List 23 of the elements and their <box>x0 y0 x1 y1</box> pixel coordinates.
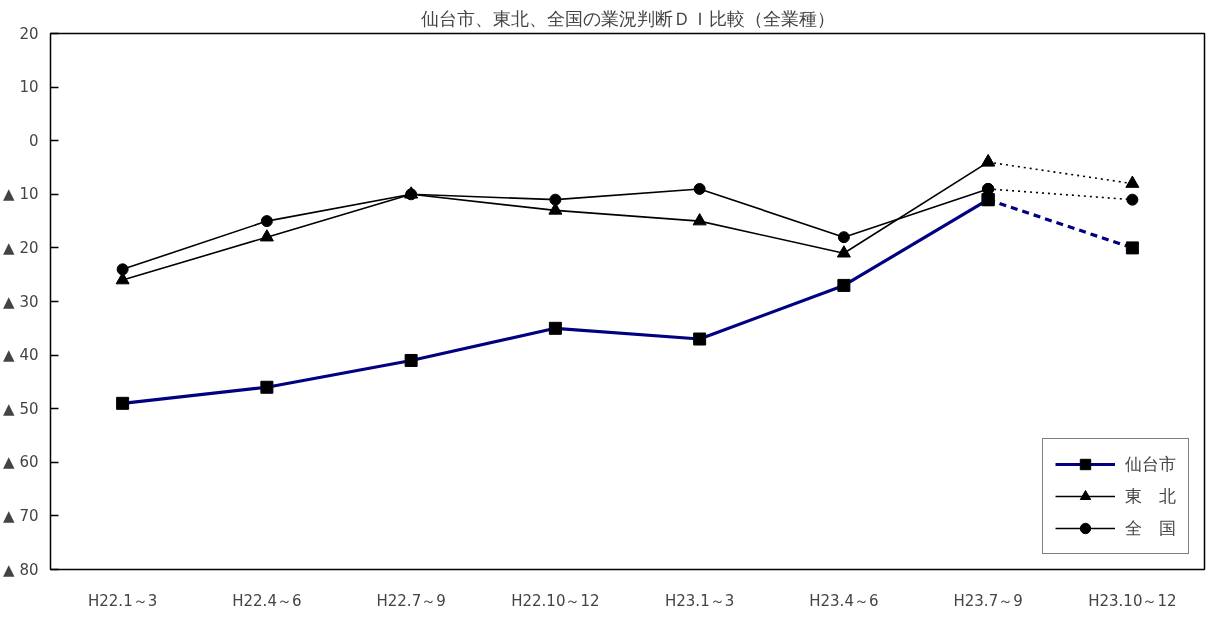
y-tick-label: 20 <box>19 24 39 43</box>
y-tick-label: ▲ 40 <box>3 346 39 365</box>
x-tick-label: H22.7～9 <box>376 591 446 610</box>
legend-label: 東 北 <box>1125 484 1176 508</box>
y-tick-label: ▲ 20 <box>3 238 39 257</box>
legend-label: 仙台市 <box>1125 452 1176 476</box>
x-tick-label: H22.10～12 <box>511 591 600 610</box>
x-tick-label: H22.4～6 <box>232 591 302 610</box>
x-tick-label: H22.1～3 <box>88 591 158 610</box>
legend-label: 全 国 <box>1125 516 1176 540</box>
chart-title: 仙台市、東北、全国の業況判断ＤＩ比較（全業種） <box>420 7 835 29</box>
y-tick-label: ▲ 80 <box>3 560 39 579</box>
y-tick-label: ▲ 60 <box>3 453 39 472</box>
x-tick-label: H23.7～9 <box>953 591 1023 610</box>
y-tick-label: ▲ 30 <box>3 292 39 311</box>
x-tick-label: H23.1～3 <box>665 591 735 610</box>
x-tick-label: H23.10～12 <box>1088 591 1177 610</box>
x-tick-label: H23.4～6 <box>809 591 879 610</box>
y-tick-label: ▲ 70 <box>3 506 39 525</box>
y-tick-label: 0 <box>28 131 39 150</box>
y-tick-label: ▲ 10 <box>3 185 39 204</box>
y-tick-label: 10 <box>19 78 39 97</box>
y-tick-label: ▲ 50 <box>3 399 39 418</box>
